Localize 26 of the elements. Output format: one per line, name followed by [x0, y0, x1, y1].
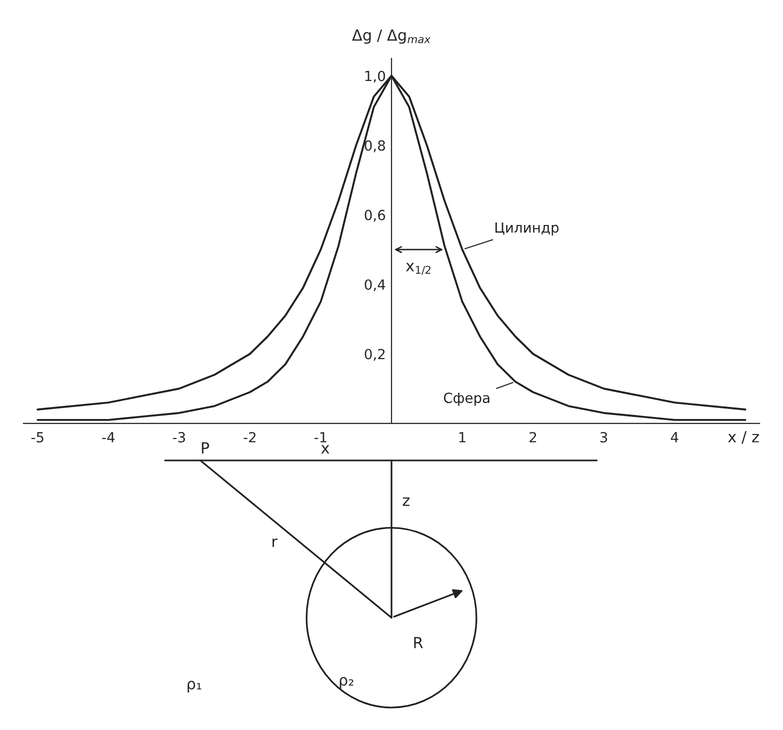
x-tick-label: -1: [314, 432, 326, 442]
text: x: [321, 445, 330, 454]
y-tick-label: 0,2: [364, 348, 385, 361]
text: R: [414, 636, 423, 648]
x-tick-label: 4: [670, 432, 678, 442]
x-tick-label: -5: [31, 432, 44, 442]
x-tick-label: 3: [600, 432, 608, 442]
x-tick-label: -2: [244, 432, 256, 442]
x-tick-label: 1: [459, 432, 466, 442]
x-tick-label: -3: [172, 432, 185, 442]
y-tick-label: 0,4: [364, 279, 386, 292]
x-tick-label: 2: [530, 432, 536, 442]
y-tick-label: 1,0: [365, 70, 386, 83]
x-tick-label: -4: [102, 432, 115, 442]
text: ρ₁: [188, 680, 202, 692]
text: ρ₂: [340, 676, 354, 689]
text: Цилиндр: [495, 222, 559, 236]
x-axis-title: x / z: [728, 431, 759, 444]
text: r: [272, 538, 278, 548]
annotation: x$_{1/2}$: [406, 262, 430, 275]
y-axis-title: Δg / Δg$_{max}$: [352, 29, 431, 44]
text: P: [202, 442, 210, 454]
y-tick-label: 0,6: [364, 210, 386, 222]
y-tick-label: 0,8: [364, 140, 385, 152]
text: z: [402, 498, 410, 506]
series-label: Сфера: [444, 392, 490, 406]
